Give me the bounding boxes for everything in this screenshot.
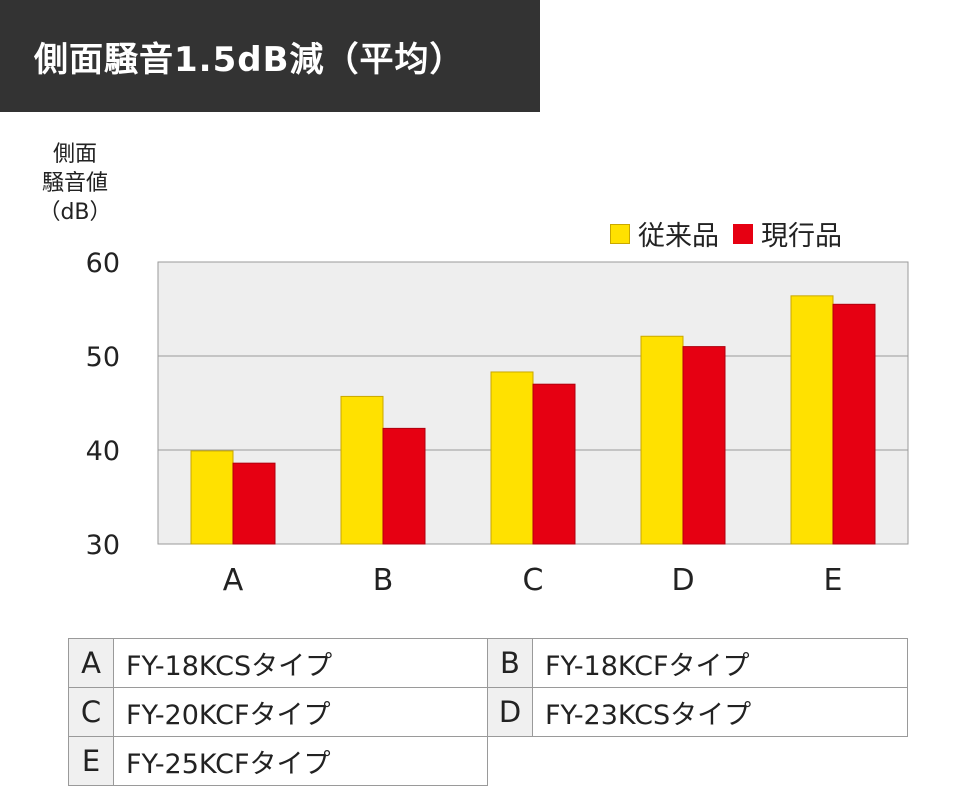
bar-b-current [382, 427, 426, 545]
y-tick-label: 40 [86, 436, 120, 467]
bar-a-current [232, 462, 276, 545]
model-label: FY-20KCFタイプ [126, 699, 331, 731]
chart-title: 側面騒音1.5dB減（平均） [0, 0, 540, 112]
legend-swatch-current [733, 223, 753, 244]
x-tick-label: D [671, 563, 694, 598]
model-cell-a: A FY-18KCSタイプ [68, 638, 488, 688]
model-label: FY-25KCFタイプ [126, 748, 331, 780]
x-tick-label: A [223, 563, 244, 598]
y-axis-label: 側面 騒音値 （dB） [38, 142, 112, 225]
model-key: A [69, 639, 114, 687]
bar-e-current [832, 303, 876, 545]
x-tick-label: B [373, 563, 394, 598]
model-cell-d: D FY-23KCSタイプ [487, 687, 908, 737]
bar-d-conventional [640, 335, 684, 545]
bar-chart: 30 40 50 60 A B C D E [86, 248, 909, 598]
model-cell-e: E FY-25KCFタイプ [68, 736, 488, 786]
bar-e-conventional [790, 295, 834, 545]
legend-label-current: 現行品 [761, 221, 842, 252]
model-key: D [488, 688, 533, 736]
bar-d-current [682, 346, 726, 545]
model-label: FY-18KCFタイプ [545, 650, 750, 682]
legend-item-current: 現行品 [733, 214, 842, 253]
model-key: E [69, 737, 114, 785]
bar-c-current [532, 383, 576, 545]
bar-b-conventional [340, 395, 384, 545]
legend: 従来品 現行品 [610, 214, 856, 253]
legend-label-conventional: 従来品 [638, 221, 719, 252]
y-tick-label: 30 [86, 530, 120, 561]
model-key: B [488, 639, 533, 687]
y-tick-labels: 30 40 50 60 [86, 248, 120, 561]
model-key: C [69, 688, 114, 736]
y-tick-label: 50 [86, 342, 120, 373]
x-tick-label: C [523, 563, 544, 598]
bar-a-conventional [190, 450, 234, 545]
legend-swatch-conventional [610, 223, 630, 244]
model-label: FY-18KCSタイプ [126, 650, 333, 682]
chart-title-text: 側面騒音1.5dB減（平均） [34, 39, 465, 80]
model-label: FY-23KCSタイプ [545, 699, 752, 731]
bar-c-conventional [490, 371, 534, 545]
legend-item-conventional: 従来品 [610, 214, 719, 253]
model-cell-b: B FY-18KCFタイプ [487, 638, 908, 688]
y-tick-label: 60 [86, 248, 120, 279]
x-tick-labels: A B C D E [223, 563, 843, 598]
bars [190, 295, 876, 545]
model-cell-c: C FY-20KCFタイプ [68, 687, 488, 737]
x-tick-label: E [824, 563, 843, 598]
